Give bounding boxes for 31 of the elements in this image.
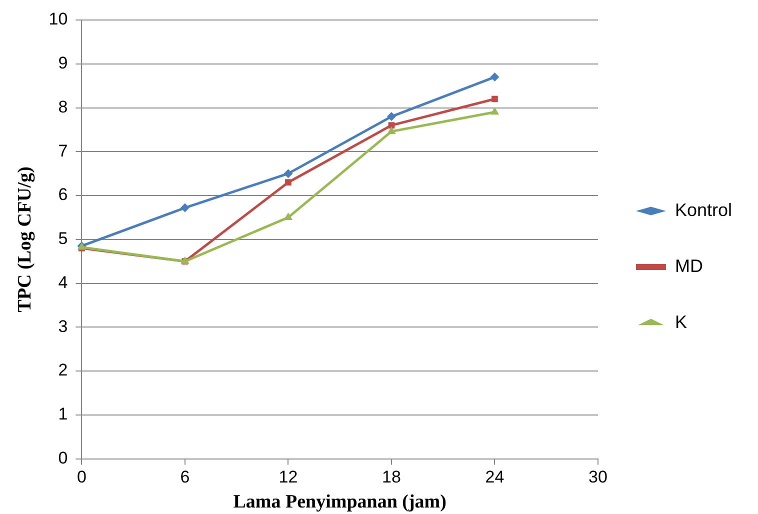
point [388, 122, 395, 128]
x-tick-label: 18 [382, 468, 401, 487]
point [285, 179, 292, 186]
y-tick-label: 6 [58, 185, 68, 204]
y-tick-label: 10 [48, 10, 68, 29]
x-tick-label: 0 [76, 468, 86, 487]
y-tick-label: 7 [58, 141, 68, 160]
point [490, 72, 500, 82]
y-tick-label: 9 [58, 54, 68, 73]
legend-label: Kontrol [674, 200, 732, 220]
y-tick-label: 0 [58, 448, 68, 468]
point [387, 126, 396, 134]
legend-label: MD [674, 256, 703, 276]
x-tick-label: 12 [278, 468, 298, 487]
point [490, 107, 500, 115]
y-tick-label: 8 [58, 97, 68, 116]
y-tick-label: 2 [58, 360, 68, 380]
point [492, 96, 498, 102]
legend-label: K [674, 312, 687, 332]
x-axis-title: Lama Penyimpanan (jam) [233, 492, 446, 513]
point [180, 203, 190, 212]
point [386, 112, 396, 122]
x-tick-label: 24 [485, 468, 504, 487]
y-tick-label: 4 [58, 272, 68, 292]
y-tick-label: 1 [58, 404, 68, 424]
point [284, 169, 293, 178]
y-tick-label: 5 [58, 229, 68, 248]
x-tick-label: 6 [180, 468, 190, 487]
y-axis-title: TPC (Log CFU/g) [14, 166, 36, 312]
x-tick-label: 30 [588, 468, 608, 487]
y-tick-label: 3 [58, 316, 68, 336]
